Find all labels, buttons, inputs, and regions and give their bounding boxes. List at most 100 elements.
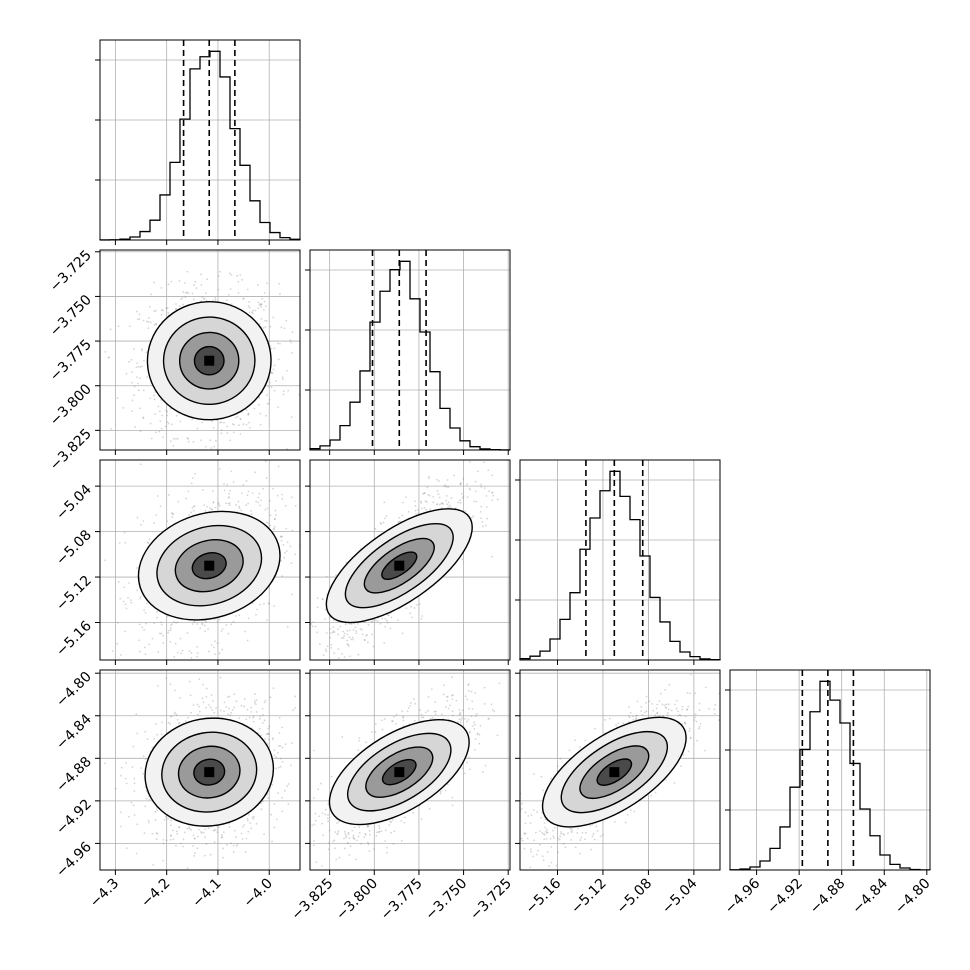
scatter-point xyxy=(367,824,370,827)
scatter-point xyxy=(533,839,536,842)
scatter-point xyxy=(128,325,131,328)
scatter-point xyxy=(251,492,254,495)
scatter-point xyxy=(383,642,386,644)
scatter-point xyxy=(383,501,386,504)
scatter-point xyxy=(496,734,499,737)
scatter-point xyxy=(273,389,276,392)
scatter-point xyxy=(253,702,256,704)
scatter-point xyxy=(438,496,441,499)
scatter-point xyxy=(632,715,634,718)
scatter-point xyxy=(457,501,460,504)
scatter-point xyxy=(274,514,277,516)
scatter-point xyxy=(302,854,304,856)
scatter-point xyxy=(193,621,196,624)
scatter-point xyxy=(259,715,262,718)
scatter-point xyxy=(287,783,290,785)
scatter-point xyxy=(367,825,370,828)
scatter-point xyxy=(191,292,194,295)
scatter-point xyxy=(254,700,256,702)
scatter-point xyxy=(175,414,178,417)
scatter-point xyxy=(490,703,493,706)
scatter-point xyxy=(332,626,335,629)
scatter-point xyxy=(648,700,651,703)
scatter-point xyxy=(342,637,345,639)
scatter-point xyxy=(352,836,355,839)
scatter-point xyxy=(200,832,203,834)
scatter-point xyxy=(404,816,406,819)
scatter-point xyxy=(458,718,461,721)
scatter-point xyxy=(142,755,145,758)
scatter-point xyxy=(695,720,698,723)
scatter-point xyxy=(344,847,346,850)
scatter-point xyxy=(153,522,156,524)
scatter-point xyxy=(252,720,255,723)
scatter-point xyxy=(348,854,351,856)
scatter-point xyxy=(368,833,371,836)
scatter-point xyxy=(662,714,665,717)
scatter-point xyxy=(480,517,483,520)
scatter-point xyxy=(198,710,201,713)
scatter-point xyxy=(553,826,556,829)
scatter-point xyxy=(235,700,238,703)
scatter-point xyxy=(187,717,190,719)
scatter-point xyxy=(236,415,239,418)
scatter-point xyxy=(136,732,139,735)
scatter-point xyxy=(204,836,206,839)
scatter-point xyxy=(430,688,433,691)
density-peak xyxy=(609,767,620,778)
axes-frame xyxy=(309,669,511,871)
scatter-point xyxy=(136,823,139,826)
scatter-point xyxy=(437,480,440,482)
density-peak xyxy=(204,355,215,366)
scatter-point xyxy=(227,502,230,505)
scatter-point xyxy=(262,487,265,490)
scatter-point xyxy=(161,414,164,417)
scatter-point xyxy=(245,409,248,412)
scatter-point xyxy=(161,721,163,724)
grid xyxy=(310,670,510,870)
scatter-point xyxy=(190,828,192,831)
scatter-point xyxy=(400,820,403,822)
scatter-point xyxy=(154,819,157,821)
scatter-point xyxy=(230,842,233,845)
scatter-point xyxy=(233,706,236,709)
scatter-point xyxy=(262,308,265,311)
histogram-panel-1 xyxy=(305,249,511,455)
scatter-point xyxy=(135,567,138,569)
scatter-point xyxy=(173,713,176,715)
scatter-point xyxy=(207,827,210,829)
scatter-point xyxy=(156,611,159,613)
scatter-point xyxy=(282,543,285,546)
scatter-point xyxy=(141,365,143,368)
scatter-point xyxy=(264,460,267,463)
scatter-point xyxy=(366,641,369,644)
scatter-point xyxy=(237,292,240,295)
scatter-point xyxy=(304,365,306,367)
scatter-point xyxy=(267,797,270,799)
scatter-point xyxy=(658,700,661,703)
scatter-point xyxy=(442,693,445,696)
scatter-point xyxy=(232,481,235,483)
scatter-point xyxy=(191,418,194,421)
scatter-point xyxy=(160,621,163,624)
scatter-point xyxy=(220,432,223,435)
scatter-point xyxy=(276,342,279,345)
scatter-point xyxy=(723,704,725,706)
scatter-point xyxy=(210,694,213,696)
scatter-point xyxy=(223,701,226,704)
scatter-point xyxy=(633,810,636,813)
scatter-point xyxy=(538,830,541,832)
scatter-point xyxy=(420,617,423,620)
scatter-point xyxy=(146,541,149,543)
scatter-point xyxy=(205,687,208,690)
scatter-point xyxy=(125,607,128,610)
scatter-point xyxy=(254,309,257,312)
scatter-point xyxy=(133,385,136,388)
scatter-point xyxy=(379,521,382,524)
scatter-point xyxy=(221,834,223,836)
scatter-point xyxy=(517,820,519,822)
scatter-point xyxy=(378,827,381,830)
scatter-point xyxy=(267,522,270,525)
scatter-point xyxy=(528,683,530,685)
scatter-point xyxy=(232,851,235,853)
